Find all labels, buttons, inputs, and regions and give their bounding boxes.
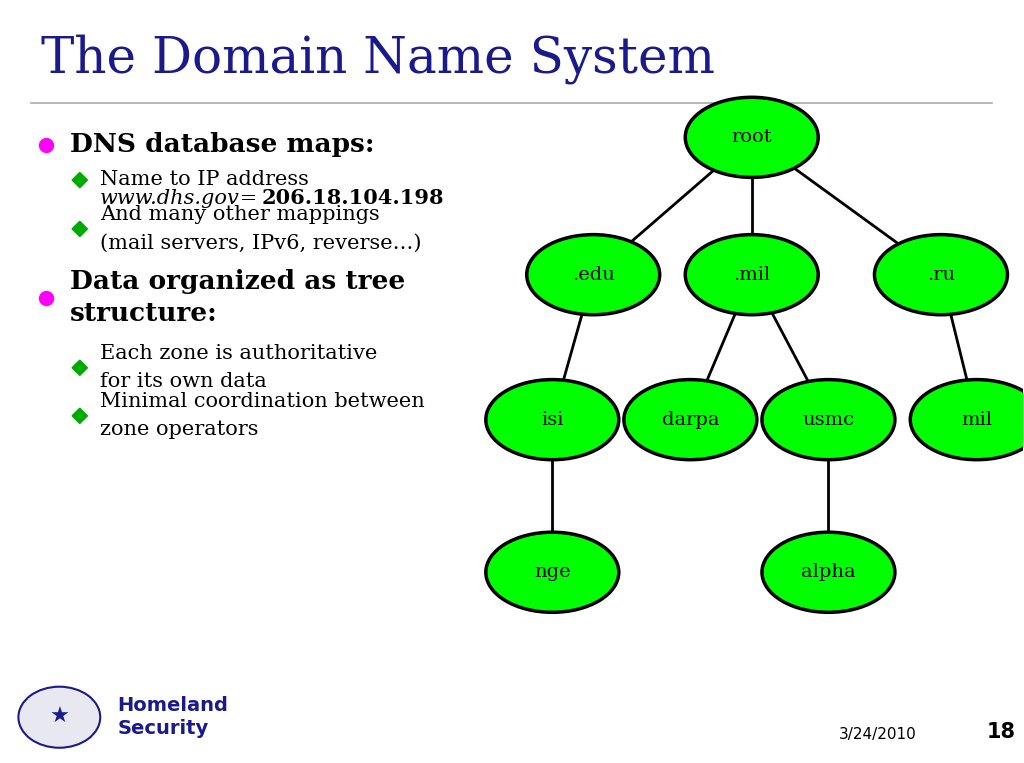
Ellipse shape [485, 380, 618, 459]
Polygon shape [72, 408, 87, 423]
Text: 3/24/2010: 3/24/2010 [839, 726, 916, 742]
Text: usmc: usmc [803, 410, 854, 429]
Text: darpa: darpa [662, 410, 719, 429]
Text: Data organized as tree
structure:: Data organized as tree structure: [70, 269, 404, 326]
Ellipse shape [526, 234, 659, 315]
Text: Homeland
Security: Homeland Security [118, 696, 228, 739]
Circle shape [18, 687, 100, 748]
Text: 18: 18 [987, 722, 1016, 742]
Ellipse shape [685, 234, 818, 315]
Text: .ru: .ru [927, 266, 955, 284]
Text: nge: nge [534, 563, 570, 581]
Ellipse shape [762, 380, 895, 459]
Ellipse shape [874, 234, 1008, 315]
Ellipse shape [485, 533, 618, 612]
Ellipse shape [910, 380, 1024, 459]
Polygon shape [72, 360, 87, 375]
Polygon shape [72, 172, 87, 188]
Text: ★: ★ [49, 707, 70, 727]
Text: 206.18.104.198: 206.18.104.198 [262, 188, 444, 208]
Text: root: root [731, 128, 772, 146]
Text: mil: mil [962, 410, 992, 429]
Ellipse shape [685, 98, 818, 178]
Text: The Domain Name System: The Domain Name System [41, 34, 715, 84]
Ellipse shape [624, 380, 757, 459]
Text: Minimal coordination between
zone operators: Minimal coordination between zone operat… [100, 392, 425, 439]
Text: alpha: alpha [801, 563, 856, 581]
Text: =: = [233, 189, 264, 208]
Ellipse shape [762, 533, 895, 612]
Text: Name to IP address: Name to IP address [100, 170, 309, 188]
Polygon shape [72, 221, 87, 237]
Text: .edu: .edu [571, 266, 614, 284]
Text: Each zone is authoritative
for its own data: Each zone is authoritative for its own d… [100, 344, 378, 391]
Text: And many other mappings
(mail servers, IPv6, reverse…): And many other mappings (mail servers, I… [100, 205, 422, 253]
Text: DNS database maps:: DNS database maps: [70, 133, 374, 157]
Text: www.dhs.gov: www.dhs.gov [100, 189, 240, 208]
Text: .mil: .mil [733, 266, 770, 284]
Text: isi: isi [541, 410, 563, 429]
